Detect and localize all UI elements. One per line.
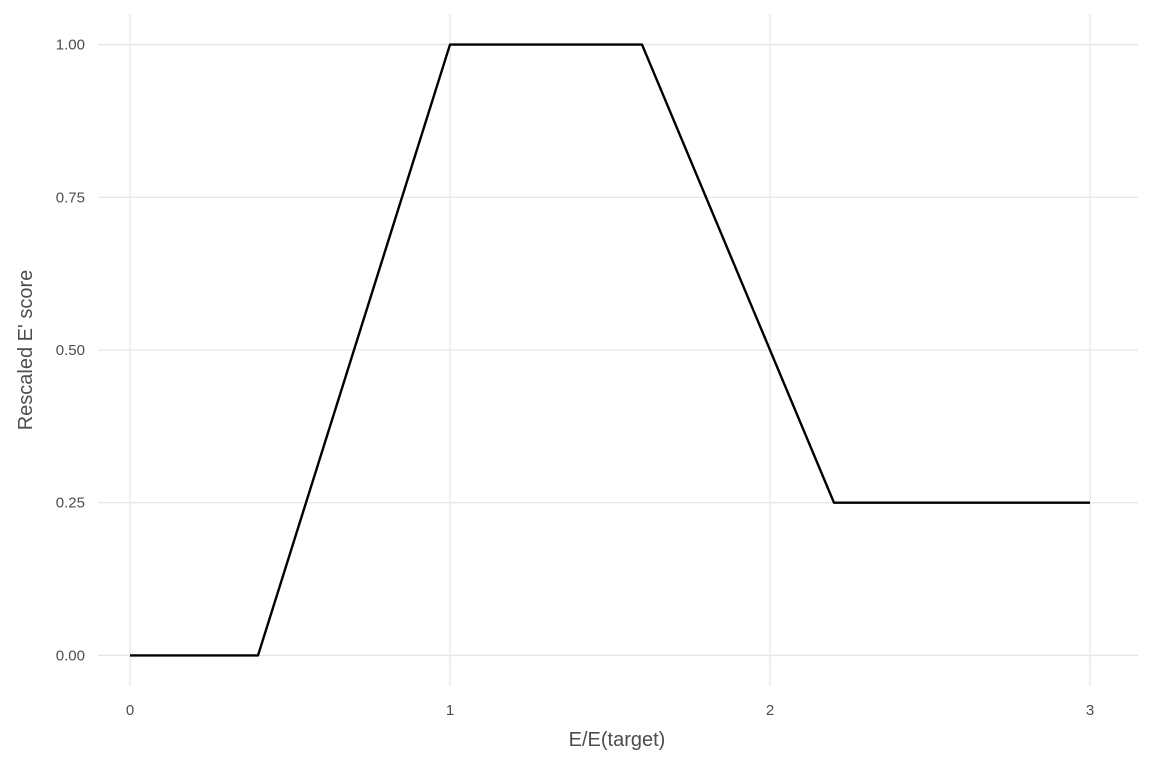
y-tick-label: 0.00	[56, 647, 85, 664]
x-tick-label: 0	[126, 702, 134, 719]
y-gridlines	[98, 43, 1138, 657]
x-tick-labels: 0 1 2 3	[126, 702, 1094, 719]
x-axis-title: E/E(target)	[569, 729, 666, 751]
series-layer	[130, 43, 1090, 657]
series-line	[130, 43, 1090, 657]
x-tick-label: 1	[446, 702, 454, 719]
y-tick-label: 0.50	[56, 342, 85, 359]
y-tick-label: 0.75	[56, 189, 85, 206]
x-tick-label: 2	[766, 702, 774, 719]
x-tick-label: 3	[1086, 702, 1094, 719]
y-tick-label: 1.00	[56, 37, 85, 54]
y-tick-labels: 0.00 0.25 0.50 0.75 1.00	[56, 37, 85, 665]
y-axis-title: Rescaled E' score	[15, 270, 37, 431]
y-tick-label: 0.25	[56, 495, 85, 512]
